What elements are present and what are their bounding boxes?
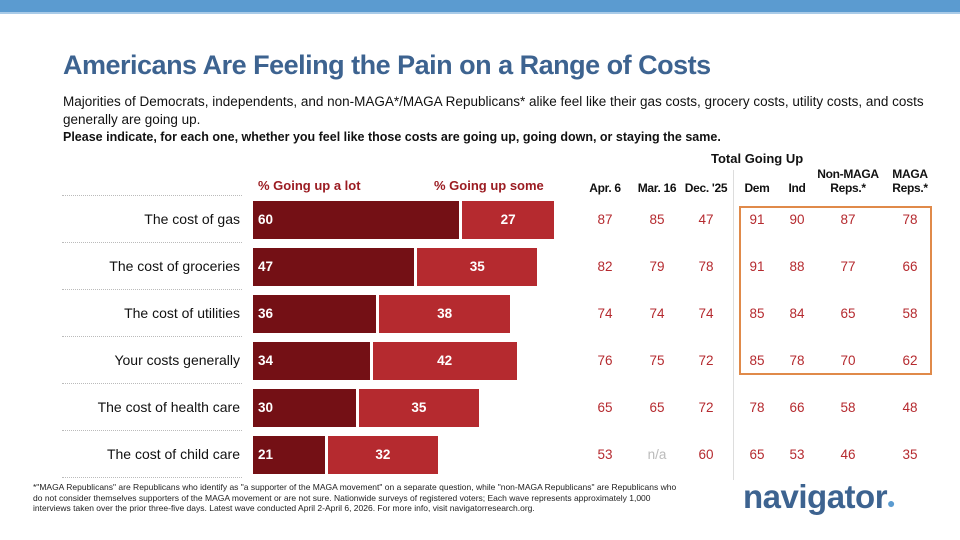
table-value: 48	[902, 400, 918, 415]
divider	[733, 170, 734, 480]
table-value: 78	[902, 212, 918, 227]
row-divider	[62, 477, 242, 478]
table-value: 75	[649, 353, 665, 368]
table-value: 72	[698, 353, 714, 368]
footnote: *"MAGA Republicans" are Republicans who …	[33, 482, 677, 513]
group-header: Total Going Up	[711, 151, 804, 166]
table-value: 66	[789, 400, 805, 415]
table-value: 88	[789, 259, 805, 274]
table-value: 65	[649, 400, 665, 415]
table-value: 46	[840, 447, 856, 462]
row-divider	[62, 383, 242, 384]
table-value: 82	[597, 259, 613, 274]
table-value: 66	[902, 259, 918, 274]
table-value: 47	[698, 212, 714, 227]
table-value: 65	[840, 306, 856, 321]
bar-going-up-some: 35	[417, 248, 538, 286]
table-value: 53	[597, 447, 613, 462]
logo-text: navigator	[743, 478, 888, 515]
top-band	[0, 0, 960, 14]
row-divider	[62, 195, 242, 196]
page-title: Americans Are Feeling the Pain on a Rang…	[63, 50, 711, 80]
table-value: 87	[597, 212, 613, 227]
column-header: Ind	[788, 181, 806, 195]
table-value: 58	[902, 306, 918, 321]
column-header: Non-MAGA Reps.*	[817, 167, 879, 195]
bar-going-up-a-lot: 60	[253, 201, 459, 239]
row-divider	[62, 289, 242, 290]
bar-going-up-some: 27	[461, 201, 555, 239]
row-label: The cost of groceries	[109, 258, 240, 274]
bar-going-up-some: 32	[328, 436, 438, 474]
table-value: 79	[649, 259, 665, 274]
legend-lot: % Going up a lot	[258, 178, 361, 193]
table-value: 91	[749, 212, 765, 227]
table-value: 74	[649, 306, 665, 321]
table-value: 85	[649, 212, 665, 227]
row-label: The cost of child care	[106, 446, 240, 462]
table-value: 65	[749, 447, 765, 462]
question-text: Please indicate, for each one, whether y…	[63, 130, 721, 144]
table-value: 53	[789, 447, 805, 462]
table-value: 90	[789, 212, 805, 227]
row-divider	[62, 242, 242, 243]
legend-some: % Going up some	[434, 178, 544, 193]
bar-going-up-some: 35	[358, 389, 479, 427]
column-header: Mar. 16	[637, 181, 677, 195]
table-value: 74	[698, 306, 714, 321]
logo-dot: ●	[887, 495, 896, 511]
table-value: 78	[789, 353, 805, 368]
table-value: 65	[597, 400, 613, 415]
highlight-box	[739, 206, 932, 375]
row-label: The cost of gas	[144, 211, 240, 227]
table-value: 74	[597, 306, 613, 321]
navigator-logo: navigator●	[743, 478, 896, 516]
table-value: 91	[749, 259, 765, 274]
row-label: The cost of utilities	[124, 305, 240, 321]
bar-going-up-some: 38	[379, 295, 510, 333]
table-value: 85	[749, 353, 765, 368]
row-label: Your costs generally	[114, 352, 240, 368]
bar-going-up-some: 42	[372, 342, 517, 380]
table-value: 58	[840, 400, 856, 415]
table-value: 76	[597, 353, 613, 368]
column-header: MAGA Reps.*	[892, 167, 928, 195]
bar-going-up-a-lot: 36	[253, 295, 377, 333]
table-value: 78	[749, 400, 765, 415]
table-value: 35	[902, 447, 918, 462]
bar-going-up-a-lot: 30	[253, 389, 356, 427]
column-header: Dec. '25	[684, 181, 728, 195]
table-value: 87	[840, 212, 856, 227]
table-value: n/a	[647, 447, 667, 462]
bar-going-up-a-lot: 34	[253, 342, 370, 380]
column-header: Dem	[744, 181, 770, 195]
table-value: 85	[749, 306, 765, 321]
table-value: 78	[698, 259, 714, 274]
table-value: 77	[840, 259, 856, 274]
table-value: 84	[789, 306, 805, 321]
bar-going-up-a-lot: 21	[253, 436, 326, 474]
column-header: Apr. 6	[589, 181, 621, 195]
row-divider	[62, 336, 242, 337]
table-value: 72	[698, 400, 714, 415]
row-divider	[62, 430, 242, 431]
bar-going-up-a-lot: 47	[253, 248, 415, 286]
row-label: The cost of health care	[97, 399, 240, 415]
subtitle: Majorities of Democrats, independents, a…	[63, 94, 924, 127]
table-value: 70	[840, 353, 856, 368]
table-value: 62	[902, 353, 918, 368]
table-value: 60	[698, 447, 714, 462]
